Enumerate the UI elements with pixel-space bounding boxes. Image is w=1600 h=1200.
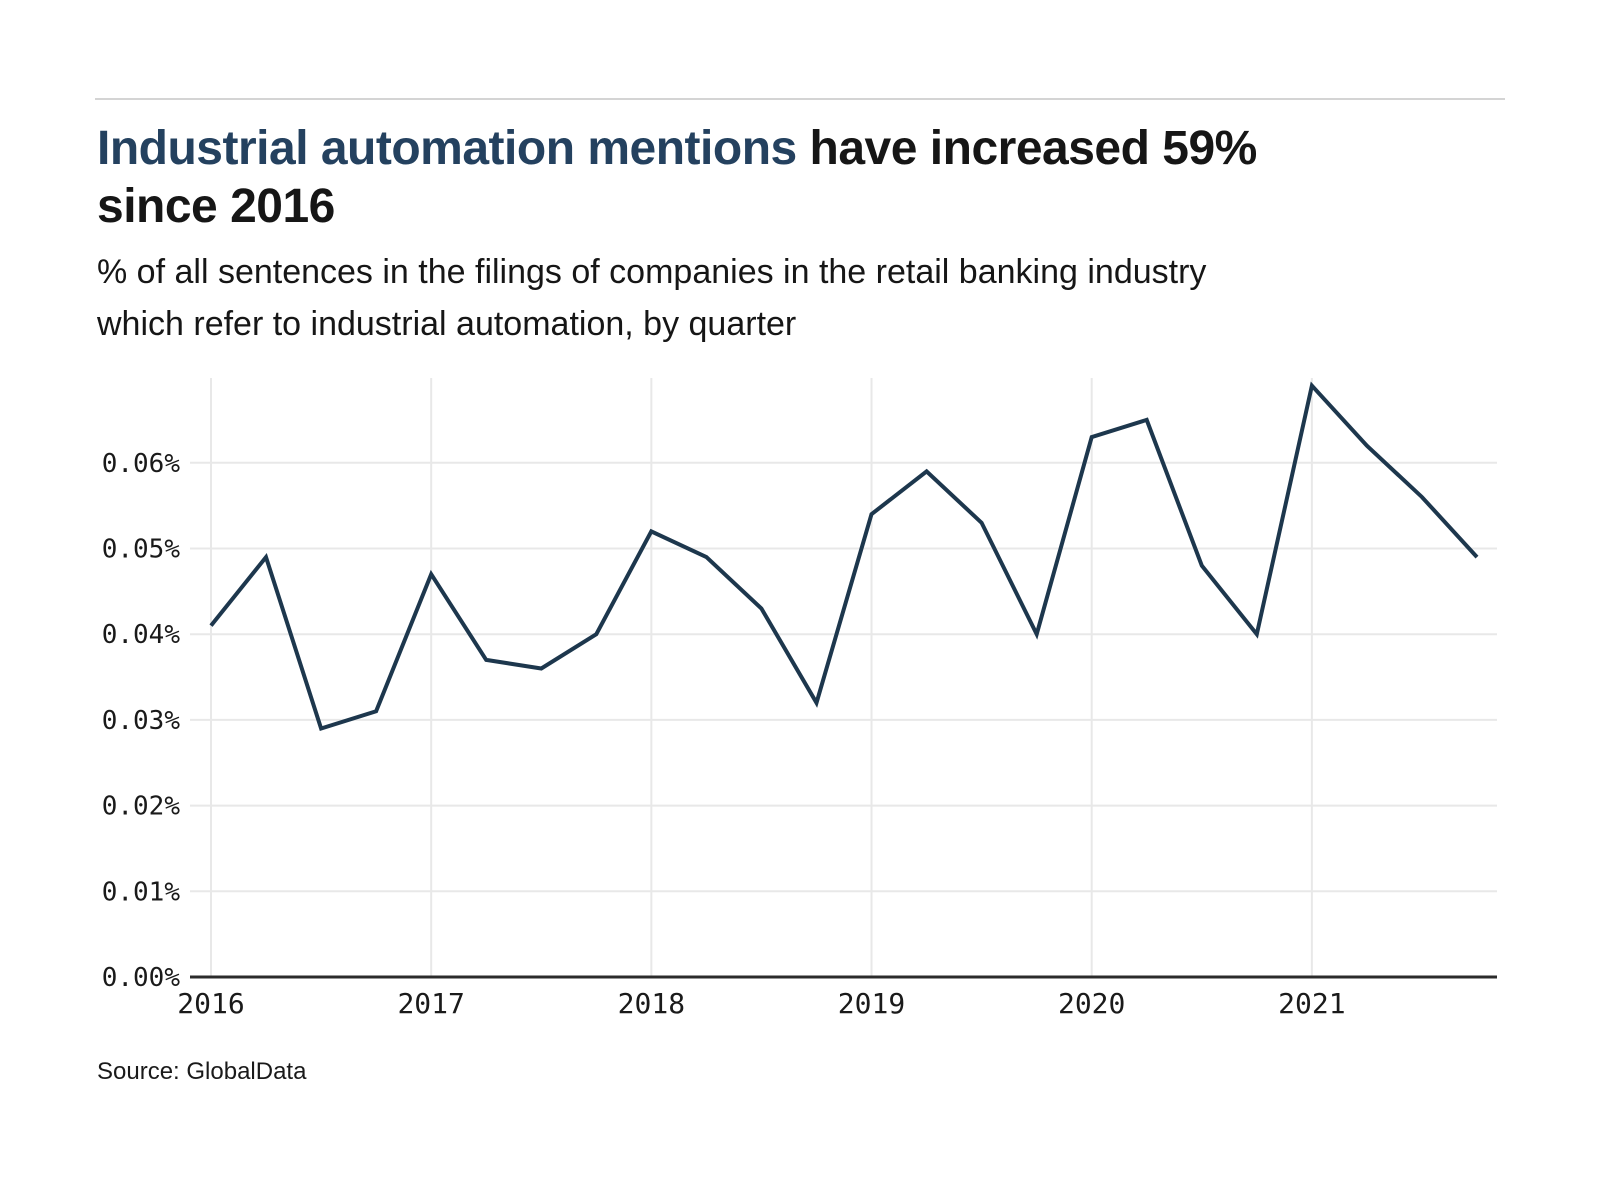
y-tick-label: 0.01%: [102, 877, 181, 907]
x-tick-label: 2021: [1278, 987, 1345, 1020]
source-label: Source: GlobalData: [97, 1058, 307, 1085]
y-tick-label: 0.00%: [102, 963, 181, 993]
chart-title: Industrial automation mentions have incr…: [97, 120, 1347, 236]
x-tick-label: 2017: [397, 987, 464, 1020]
x-tick-label: 2018: [618, 987, 685, 1020]
top-divider: [95, 98, 1505, 100]
y-tick-label: 0.05%: [102, 535, 181, 565]
data-line: [209, 381, 1479, 732]
title-rest: have increased 59% since 2016: [97, 122, 1257, 233]
x-tick-label: 2016: [177, 987, 244, 1020]
y-tick-label: 0.06%: [102, 449, 181, 479]
y-tick-label: 0.02%: [102, 792, 181, 822]
x-tick-label: 2019: [838, 987, 905, 1020]
y-tick-label: 0.03%: [102, 706, 181, 736]
x-tick-label: 2020: [1058, 987, 1125, 1020]
title-highlight: Industrial automation mentions: [97, 122, 797, 175]
chart-subtitle: % of all sentences in the filings of com…: [97, 253, 1207, 343]
y-tick-label: 0.04%: [102, 620, 181, 650]
